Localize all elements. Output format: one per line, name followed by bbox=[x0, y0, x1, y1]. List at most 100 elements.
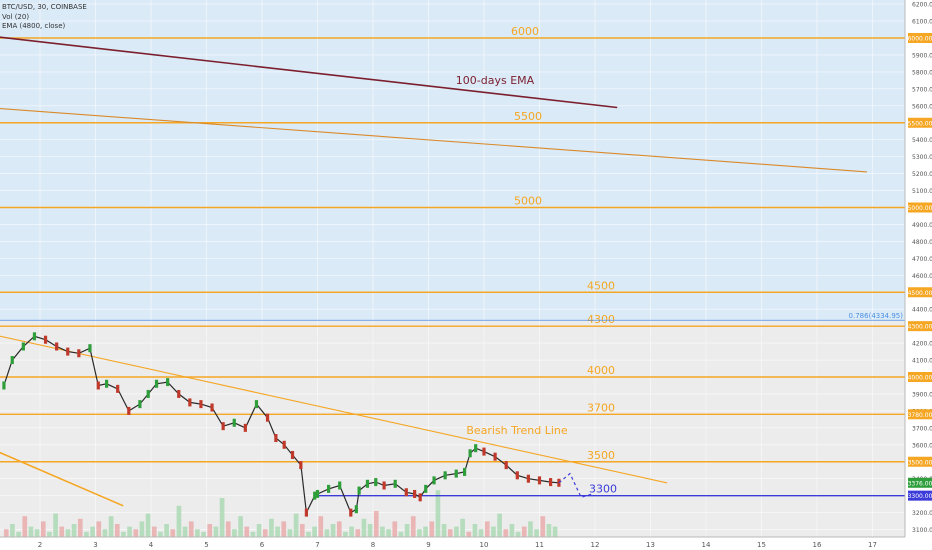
price-candle bbox=[127, 406, 131, 415]
price-tick-label: 6100.00 bbox=[912, 19, 932, 26]
level-tag-label: 5500.00 bbox=[908, 120, 932, 127]
volume-bar bbox=[552, 526, 558, 537]
time-tick-label: 6 bbox=[260, 541, 265, 549]
price-candle bbox=[154, 379, 159, 388]
price-axis[interactable]: 3100.003200.003300.003400.003500.003600.… bbox=[908, 2, 932, 534]
volume-bar bbox=[22, 516, 28, 537]
price-candle bbox=[313, 491, 317, 500]
volume-bar bbox=[367, 524, 373, 537]
time-tick-label: 4 bbox=[149, 541, 154, 549]
price-candle bbox=[424, 484, 428, 493]
volume-bar bbox=[275, 526, 280, 537]
price-candle bbox=[454, 469, 458, 478]
price-candle bbox=[88, 344, 92, 353]
last-price-tag bbox=[908, 477, 932, 488]
volume-bar bbox=[521, 526, 527, 537]
volume-bar bbox=[435, 490, 441, 537]
price-tick-label: 3900.00 bbox=[912, 391, 932, 398]
volume-bar bbox=[312, 526, 317, 537]
level-tag-label: 3780.00 bbox=[908, 412, 932, 419]
projection-path bbox=[558, 472, 593, 499]
price-tick-label: 3200.00 bbox=[912, 510, 932, 517]
volume-bar bbox=[287, 529, 293, 537]
price-candle bbox=[382, 481, 386, 490]
volume-bar bbox=[454, 526, 459, 537]
trend-line-lower bbox=[0, 451, 124, 507]
volume-bar bbox=[380, 526, 385, 537]
ema-indicator-label[interactable]: EMA (4800, close) bbox=[2, 22, 66, 30]
price-tick-label: 3100.00 bbox=[912, 527, 932, 534]
volume-bar bbox=[324, 529, 330, 537]
price-tick-label: 4900.00 bbox=[912, 222, 932, 229]
volume-bar bbox=[10, 524, 15, 537]
volume-bar bbox=[16, 531, 21, 537]
price-candle bbox=[365, 479, 370, 488]
time-tick-label: 14 bbox=[702, 541, 711, 549]
volume-bar bbox=[34, 529, 40, 537]
volume-bar bbox=[404, 524, 410, 537]
price-candle bbox=[537, 476, 542, 485]
level-tag-label: 4300.00 bbox=[908, 324, 932, 331]
volume-bar bbox=[423, 526, 428, 537]
time-tick-label: 17 bbox=[868, 541, 877, 549]
volume-bar bbox=[40, 521, 46, 537]
volume-bar bbox=[491, 526, 496, 537]
price-tick-label: 6200.00 bbox=[912, 2, 932, 9]
volume-bar bbox=[121, 531, 126, 537]
price-candle bbox=[432, 476, 436, 485]
price-candle bbox=[443, 471, 447, 480]
volume-bar bbox=[90, 526, 95, 537]
level-tag-label: 3300.00 bbox=[908, 493, 932, 500]
price-candle bbox=[265, 413, 270, 422]
volume-bar bbox=[392, 521, 398, 537]
price-candle bbox=[43, 335, 48, 344]
price-tick-label: 4400.00 bbox=[912, 307, 932, 314]
volume-bar bbox=[361, 518, 367, 537]
volume-bar bbox=[77, 518, 83, 537]
volume-bar bbox=[145, 513, 151, 537]
price-candle bbox=[404, 488, 408, 497]
volume-bar bbox=[133, 529, 139, 537]
volume-bar bbox=[503, 529, 509, 537]
volume-bar bbox=[225, 521, 231, 537]
price-candle bbox=[413, 489, 417, 498]
price-candle bbox=[32, 332, 37, 341]
volume-bar bbox=[127, 526, 132, 537]
price-candle bbox=[10, 356, 14, 365]
plot-background-lower bbox=[0, 320, 905, 537]
volume-indicator-label[interactable]: Vol (20) bbox=[2, 12, 30, 21]
volume-bar bbox=[47, 531, 52, 537]
volume-bar bbox=[256, 524, 262, 537]
level-label-4500: 4500 bbox=[587, 279, 615, 292]
volume-bar bbox=[65, 529, 71, 537]
volume-bar bbox=[3, 529, 9, 537]
volume-bar bbox=[509, 524, 515, 537]
level-label-4000: 4000 bbox=[587, 364, 615, 377]
ema-line bbox=[0, 36, 618, 109]
price-candle bbox=[21, 342, 25, 351]
volume-bar bbox=[201, 531, 206, 537]
price-tick-label: 4100.00 bbox=[912, 358, 932, 365]
price-candle bbox=[77, 349, 81, 358]
price-candle bbox=[393, 479, 397, 488]
level-label-5500: 5500 bbox=[514, 110, 542, 123]
fib-label: 0.786(4334.95) bbox=[849, 312, 904, 320]
volume-bar bbox=[53, 513, 58, 537]
volume-bar bbox=[195, 529, 200, 537]
price-candle bbox=[515, 471, 519, 480]
price-candle bbox=[138, 400, 142, 409]
price-candle bbox=[116, 384, 120, 393]
price-candle bbox=[354, 505, 358, 514]
time-axis[interactable]: 2 3 4 5 6 7 8 9 10 11 12 13 14 15 16 17 bbox=[38, 541, 877, 549]
level-tag bbox=[908, 202, 932, 213]
symbol-label[interactable]: BTC/USD, 30, COINBASE bbox=[2, 3, 87, 11]
time-tick-label: 12 bbox=[591, 541, 600, 549]
price-candle bbox=[274, 434, 278, 443]
volume-bar bbox=[96, 521, 102, 537]
volume-bar bbox=[250, 531, 256, 537]
price-tick-label: 5700.00 bbox=[912, 86, 932, 93]
volume-bar bbox=[102, 529, 108, 537]
volume-bar bbox=[460, 518, 465, 537]
price-candle bbox=[55, 342, 59, 351]
